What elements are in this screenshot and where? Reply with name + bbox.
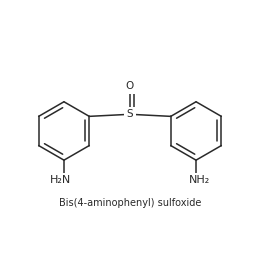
Text: S: S <box>127 109 133 119</box>
Text: O: O <box>126 81 134 92</box>
Text: Bis(4-aminophenyl) sulfoxide: Bis(4-aminophenyl) sulfoxide <box>59 198 201 207</box>
Text: NH₂: NH₂ <box>189 175 210 185</box>
Text: H₂N: H₂N <box>50 175 71 185</box>
